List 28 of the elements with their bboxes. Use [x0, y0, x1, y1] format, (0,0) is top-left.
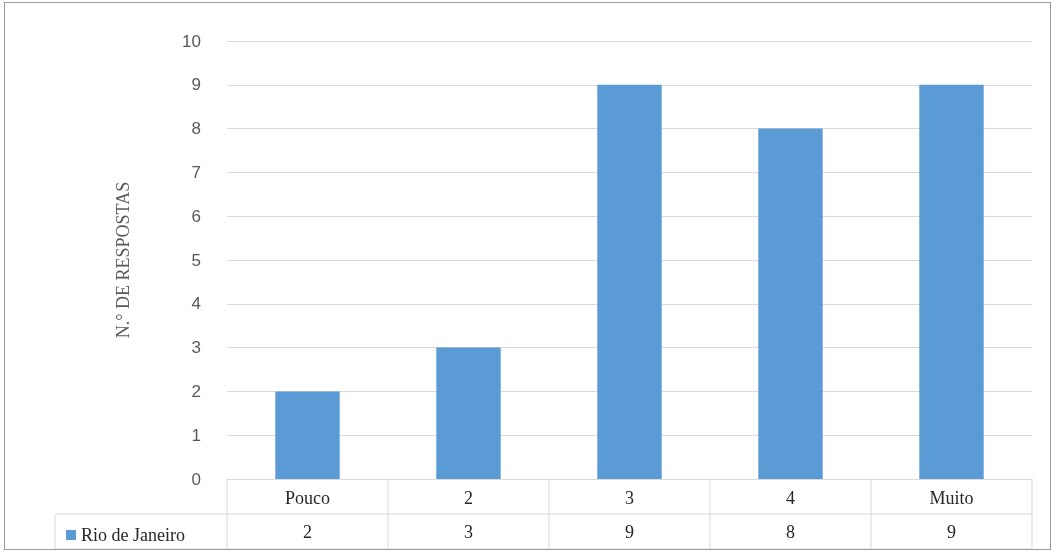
- bar: [597, 84, 662, 479]
- y-tick-label: 8: [191, 119, 201, 139]
- x-tick-label: Pouco: [285, 488, 330, 508]
- data-label: 9: [625, 521, 634, 542]
- y-tick-label: 10: [182, 31, 201, 51]
- x-tick-label: 4: [786, 488, 795, 508]
- y-tick-label: 6: [191, 206, 201, 226]
- bar: [275, 391, 340, 479]
- y-tick-label: 9: [191, 75, 201, 95]
- y-tick-label: 2: [191, 381, 201, 401]
- y-tick-label: 4: [191, 294, 201, 314]
- data-label: 2: [303, 521, 312, 542]
- data-label: 9: [947, 521, 956, 542]
- y-tick-label: 7: [191, 162, 201, 182]
- x-tick-label: Muito: [929, 488, 974, 508]
- bar: [919, 84, 984, 479]
- x-tick-label: 2: [464, 488, 473, 508]
- y-tick-label: 1: [191, 425, 201, 445]
- y-tick-label: 0: [191, 469, 201, 489]
- y-tick-label: 3: [191, 338, 201, 358]
- bar: [436, 347, 501, 479]
- bar: [758, 128, 823, 479]
- x-tick-label: 3: [625, 488, 634, 508]
- data-label: 3: [464, 521, 473, 542]
- y-axis-title: N.° DE RESPOSTAS: [113, 181, 133, 339]
- y-tick-label: 5: [191, 250, 201, 270]
- legend-label: Rio de Janeiro: [81, 525, 185, 545]
- data-label: 8: [786, 521, 795, 542]
